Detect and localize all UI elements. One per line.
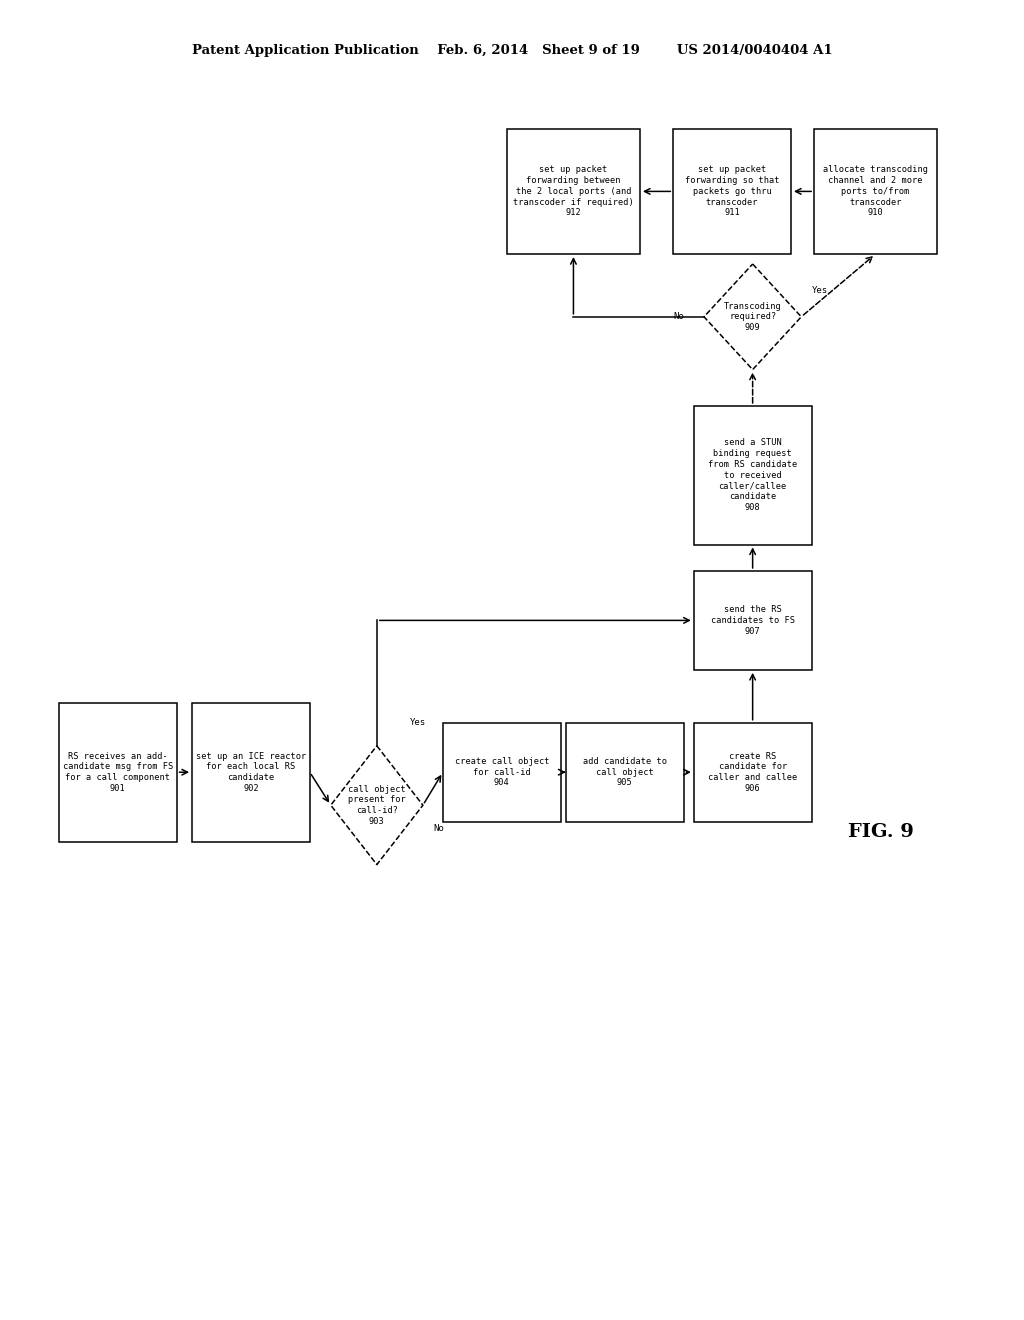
- Text: set up an ICE reactor
for each local RS
candidate
902: set up an ICE reactor for each local RS …: [196, 751, 306, 793]
- Text: set up packet
forwarding between
the 2 local ports (and
transcoder if required)
: set up packet forwarding between the 2 l…: [513, 165, 634, 218]
- Bar: [507, 129, 640, 253]
- Text: create call object
for call-id
904: create call object for call-id 904: [455, 756, 549, 788]
- Text: add candidate to
call object
905: add candidate to call object 905: [583, 756, 667, 788]
- Bar: [674, 129, 791, 253]
- Bar: [193, 704, 309, 842]
- Bar: [442, 722, 561, 821]
- Bar: [694, 722, 811, 821]
- Text: Patent Application Publication    Feb. 6, 2014   Sheet 9 of 19        US 2014/00: Patent Application Publication Feb. 6, 2…: [191, 44, 833, 57]
- Text: call object
present for
call-id?
903: call object present for call-id? 903: [348, 784, 406, 826]
- Bar: [814, 129, 937, 253]
- Text: FIG. 9: FIG. 9: [848, 822, 913, 841]
- Text: Yes: Yes: [812, 286, 827, 294]
- Bar: [565, 722, 684, 821]
- Text: allocate transcoding
channel and 2 more
ports to/from
transcoder
910: allocate transcoding channel and 2 more …: [823, 165, 928, 218]
- Bar: [59, 704, 177, 842]
- Text: set up packet
forwarding so that
packets go thru
transcoder
911: set up packet forwarding so that packets…: [685, 165, 779, 218]
- Text: RS receives an add-
candidate msg from FS
for a call component
901: RS receives an add- candidate msg from F…: [62, 751, 173, 793]
- Text: create RS
candidate for
caller and callee
906: create RS candidate for caller and calle…: [708, 751, 798, 793]
- Bar: [694, 407, 811, 544]
- Text: send a STUN
binding request
from RS candidate
to received
caller/callee
candidat: send a STUN binding request from RS cand…: [708, 438, 798, 512]
- Text: No: No: [673, 313, 684, 321]
- Text: Transcoding
required?
909: Transcoding required? 909: [724, 301, 781, 333]
- Text: send the RS
candidates to FS
907: send the RS candidates to FS 907: [711, 605, 795, 636]
- Bar: [694, 572, 811, 671]
- Text: No: No: [433, 825, 443, 833]
- Text: Yes: Yes: [410, 718, 426, 726]
